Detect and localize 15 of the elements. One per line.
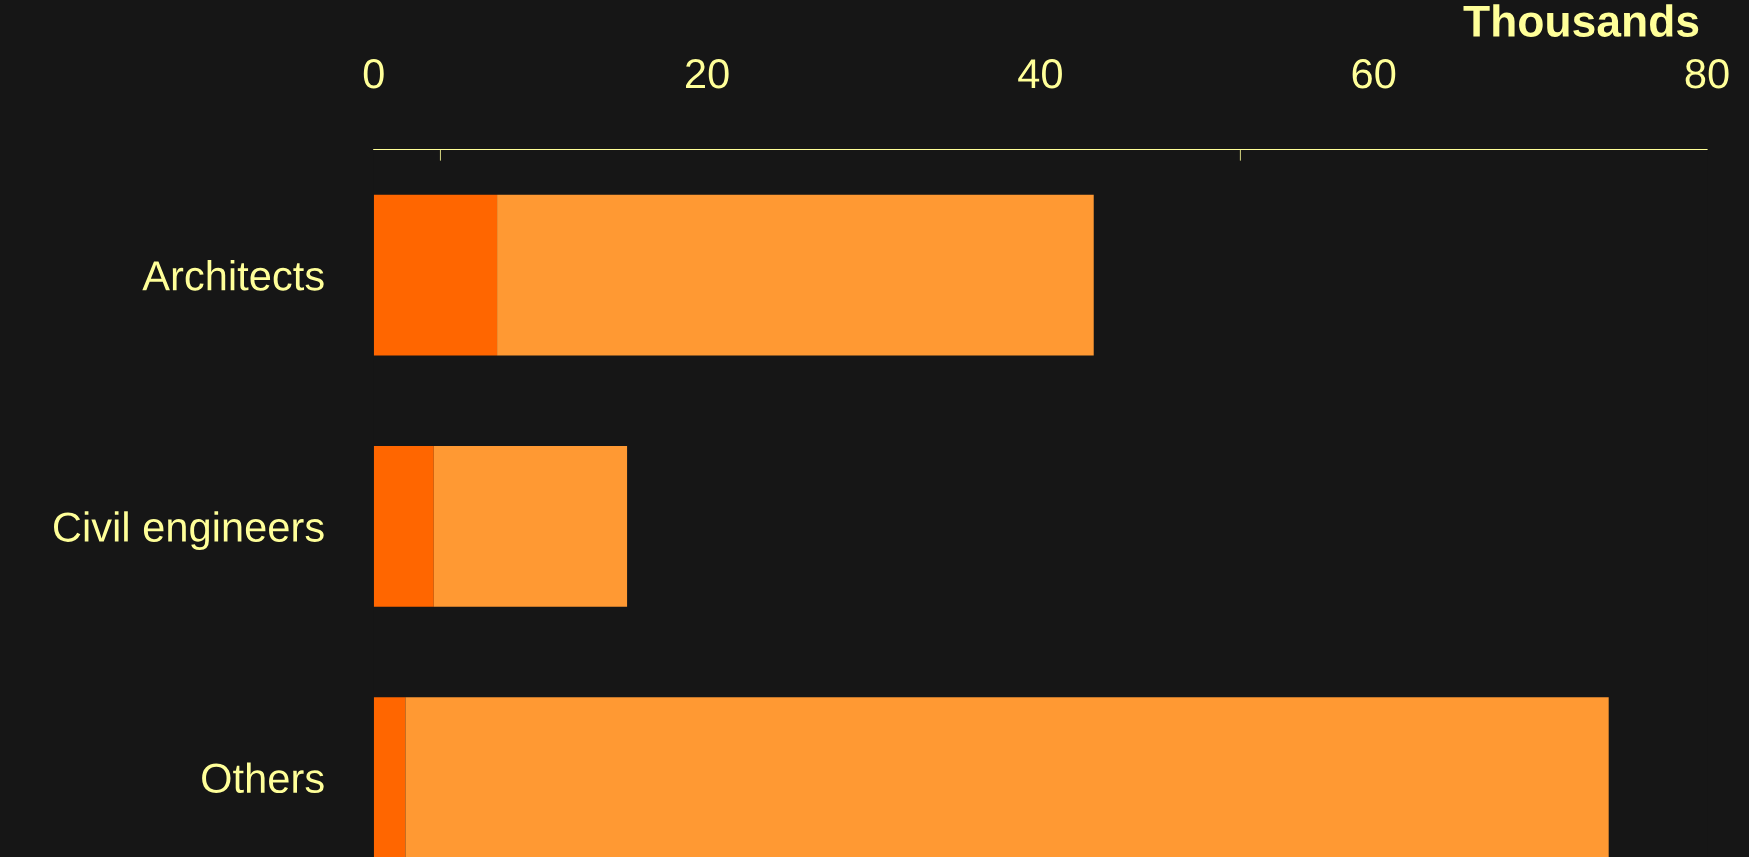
x-tick-label: 0: [363, 59, 384, 89]
x-axis-title: Thousands: [1463, 4, 1699, 37]
y-tick-label: Architects: [142, 260, 324, 291]
bar: [373, 445, 434, 607]
bar: [373, 697, 406, 857]
bar: [373, 194, 498, 356]
bar: [405, 697, 1609, 857]
bar: [433, 445, 628, 607]
x-tick-label: 80: [1685, 59, 1729, 89]
bar: [497, 194, 1094, 356]
x-tick-label: 40: [1018, 59, 1062, 89]
x-tick-label: 20: [686, 59, 729, 89]
y-tick-label: Others: [202, 762, 324, 794]
y-tick-label: Civil engineers: [54, 511, 324, 551]
x-tick-label: 60: [1352, 59, 1396, 89]
